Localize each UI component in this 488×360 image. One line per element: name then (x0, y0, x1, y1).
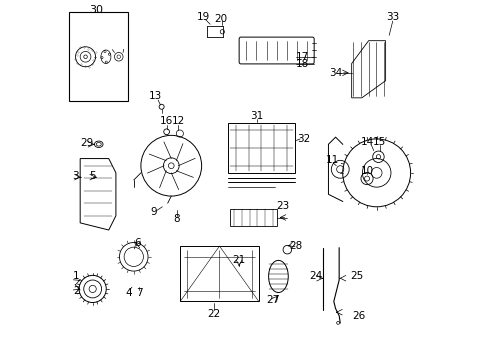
Text: 12: 12 (171, 116, 184, 126)
Bar (180, 246, 258, 301)
Text: 6: 6 (134, 238, 141, 248)
Text: 34: 34 (328, 68, 342, 78)
Text: 8: 8 (173, 214, 180, 224)
Polygon shape (351, 41, 385, 98)
Text: 10: 10 (360, 166, 373, 176)
Text: 32: 32 (296, 134, 309, 144)
Text: 24: 24 (309, 271, 322, 282)
Text: 16: 16 (160, 116, 173, 126)
Text: 29: 29 (81, 138, 94, 148)
Text: 15: 15 (372, 138, 386, 148)
Text: 26: 26 (351, 311, 365, 321)
Bar (228, 123, 294, 173)
Text: 1: 1 (73, 271, 80, 282)
Text: 27: 27 (266, 295, 279, 305)
Text: 9: 9 (150, 207, 156, 217)
Polygon shape (80, 158, 116, 230)
Text: 20: 20 (214, 14, 227, 24)
Text: 14: 14 (360, 138, 374, 148)
Text: 18: 18 (296, 59, 309, 69)
Text: 19: 19 (196, 13, 210, 22)
Text: 13: 13 (149, 91, 162, 101)
Text: 33: 33 (386, 13, 399, 22)
Text: 4: 4 (125, 288, 131, 297)
Text: 17: 17 (296, 52, 309, 62)
Text: 5: 5 (89, 171, 96, 181)
Text: 25: 25 (350, 271, 363, 282)
Text: 31: 31 (250, 111, 263, 121)
Text: 22: 22 (207, 309, 220, 319)
Text: 11: 11 (325, 156, 338, 165)
Bar (230, 208, 276, 226)
Bar (69, 12, 128, 102)
Text: 2: 2 (73, 286, 80, 296)
Text: 30: 30 (89, 5, 103, 15)
Text: 7: 7 (136, 288, 142, 297)
Text: 28: 28 (288, 241, 302, 251)
Text: 23: 23 (275, 201, 288, 211)
Text: 3: 3 (72, 171, 79, 181)
Text: 21: 21 (232, 255, 245, 265)
